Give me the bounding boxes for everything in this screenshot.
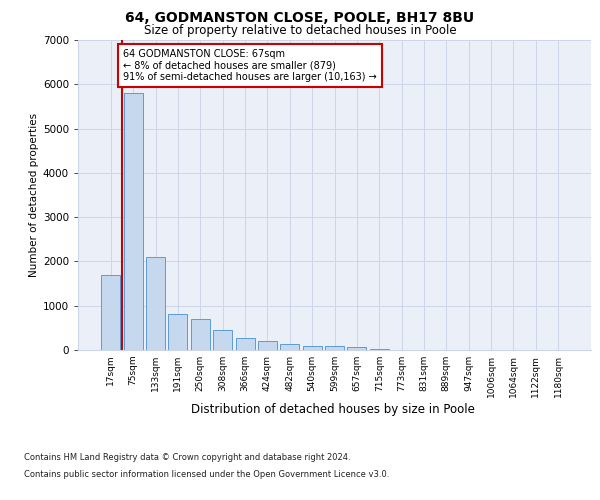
Text: Contains HM Land Registry data © Crown copyright and database right 2024.: Contains HM Land Registry data © Crown c… (24, 454, 350, 462)
Bar (370, 349, 389, 350)
Bar (146, 257, 165, 350)
Bar (213, 330, 232, 350)
Bar (169, 314, 187, 350)
Text: Distribution of detached houses by size in Poole: Distribution of detached houses by size … (191, 402, 475, 415)
Bar (258, 341, 277, 350)
Bar (101, 274, 121, 350)
Text: Contains public sector information licensed under the Open Government Licence v3: Contains public sector information licen… (24, 470, 389, 479)
Bar (325, 346, 344, 350)
Text: 64 GODMANSTON CLOSE: 67sqm
← 8% of detached houses are smaller (879)
91% of semi: 64 GODMANSTON CLOSE: 67sqm ← 8% of detac… (123, 49, 377, 82)
Bar (280, 344, 299, 350)
Y-axis label: Number of detached properties: Number of detached properties (29, 113, 38, 277)
Text: 64, GODMANSTON CLOSE, POOLE, BH17 8BU: 64, GODMANSTON CLOSE, POOLE, BH17 8BU (125, 11, 475, 25)
Bar (347, 348, 367, 350)
Bar (191, 319, 210, 350)
Bar (124, 93, 143, 350)
Text: Size of property relative to detached houses in Poole: Size of property relative to detached ho… (143, 24, 457, 37)
Bar (236, 338, 254, 350)
Bar (302, 346, 322, 350)
